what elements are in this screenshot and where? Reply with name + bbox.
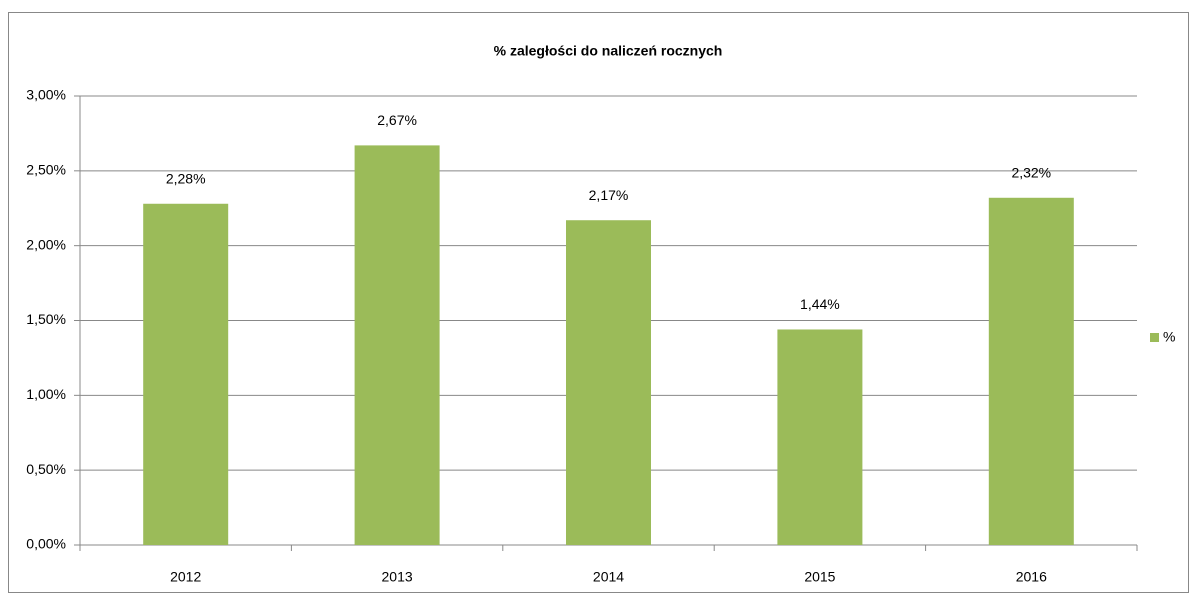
x-tick-label: 2015 (804, 569, 835, 585)
legend-swatch (1150, 333, 1159, 342)
y-tick-label: 1,00% (26, 386, 66, 402)
data-label: 2,28% (166, 170, 206, 186)
y-tick-label: 2,50% (26, 162, 66, 178)
bar (777, 329, 863, 545)
x-tick-label: 2016 (1016, 569, 1047, 585)
data-label: 2,32% (1011, 164, 1051, 180)
y-tick-label: 2,00% (26, 236, 66, 252)
y-tick-label: 3,00% (26, 87, 66, 103)
bar (354, 145, 440, 545)
y-tick-label: 1,50% (26, 311, 66, 327)
data-label: 2,17% (589, 187, 629, 203)
legend-label: % (1163, 329, 1175, 345)
x-tick-label: 2014 (593, 569, 624, 585)
bar (566, 220, 651, 545)
chart-title: % zaległości do naliczeń rocznych (494, 43, 723, 59)
x-tick-label: 2012 (170, 569, 201, 585)
data-label: 2,67% (377, 112, 417, 128)
bar (143, 203, 229, 545)
bar (988, 197, 1074, 546)
x-tick-label: 2013 (382, 569, 413, 585)
data-label: 1,44% (800, 296, 840, 312)
y-tick-label: 0,50% (26, 461, 66, 477)
y-tick-label: 0,00% (26, 536, 66, 552)
